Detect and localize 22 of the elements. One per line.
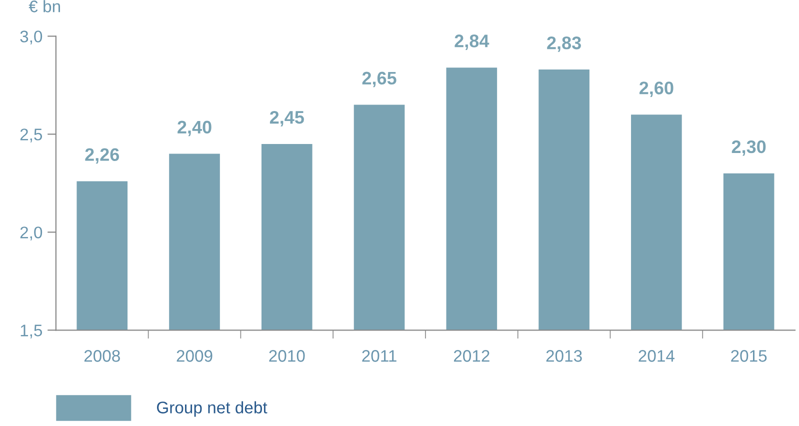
data-label: 2,84 [454,34,490,50]
x-tick-label: 2008 [84,350,120,362]
x-tick-label: 2009 [176,350,212,362]
x-tick-label: 2011 [362,350,396,362]
y-axis-title: € bn [28,0,60,12]
data-label: 2,45 [270,110,304,126]
x-tick-label: 2010 [269,350,305,362]
legend-label: Group net debt [156,401,268,417]
data-label: 2,65 [362,72,396,88]
data-label: 2,60 [639,82,674,97]
y-tick-label: 2,5 [20,128,42,142]
x-tick-label: 2015 [731,350,767,362]
x-tick-label: 2014 [638,350,674,362]
y-tick-label: 3,0 [20,30,42,44]
y-tick-label: 1,5 [20,324,42,338]
data-label: 2,83 [547,36,581,52]
data-label: 2,30 [732,140,766,156]
x-tick-label: 2013 [546,350,582,362]
x-tick-label: 2012 [454,350,490,362]
data-label: 2,40 [178,120,212,136]
y-tick-label: 2,0 [20,226,42,240]
data-label: 2,26 [85,148,120,164]
